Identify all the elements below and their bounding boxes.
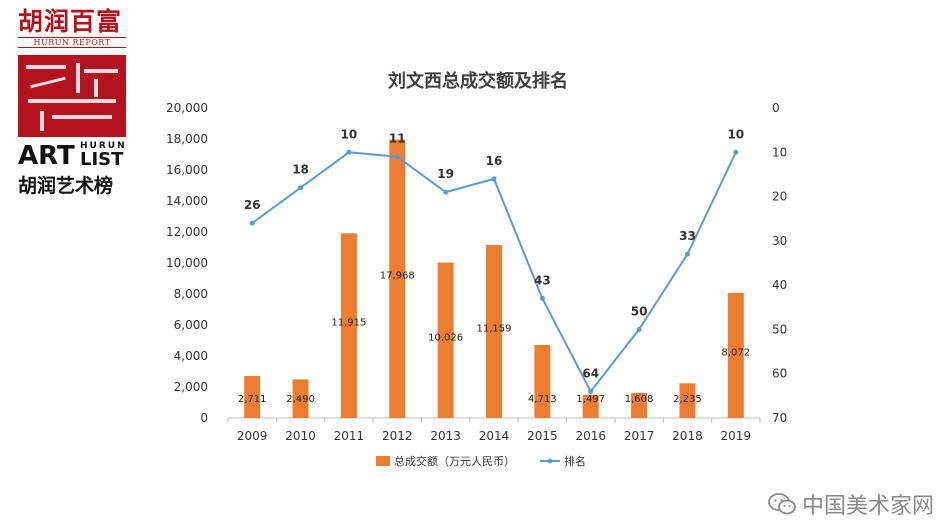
wechat-icon: [768, 493, 796, 515]
bar: [486, 245, 502, 418]
y-left-tick-label: 10,000: [166, 256, 208, 270]
watermark-text: 中国美术家网: [801, 494, 934, 519]
x-tick-label: 2016: [575, 429, 606, 443]
rank-point: [684, 251, 690, 257]
chart-legend: 总成交额（万元人民币） 排名: [376, 454, 586, 468]
x-tick-label: 2009: [237, 429, 268, 443]
rank-value-label: 18: [292, 163, 309, 177]
bar-value-label: 2,235: [673, 394, 702, 405]
y-left-tick-label: 8,000: [174, 287, 208, 301]
bar-value-label: 1,608: [625, 394, 654, 405]
y-right-tick-label: 70: [772, 411, 787, 425]
logo-hurun-text: HURUN: [80, 141, 127, 151]
bar-value-label: 11,915: [331, 318, 366, 329]
rank-point: [733, 149, 739, 155]
legend-line-marker: [547, 458, 553, 464]
y-left-tick-label: 4,000: [174, 349, 208, 363]
logo-artlist: ART HURUN LIST: [18, 141, 136, 171]
legend-line-label: 排名: [564, 454, 586, 468]
bar-value-label: 11,159: [477, 324, 512, 335]
y-left-tick-label: 2,000: [174, 380, 208, 394]
bar: [679, 383, 696, 418]
rank-value-label: 10: [727, 127, 744, 141]
rank-point: [588, 388, 594, 394]
bar: [244, 375, 261, 418]
logo-art-text: ART: [18, 141, 75, 171]
chart-title: 刘文西总成交额及排名: [388, 70, 568, 92]
y-right-tick-label: 10: [772, 145, 787, 159]
x-tick-label: 2014: [479, 429, 510, 443]
bar-series: [244, 139, 744, 418]
rank-value-label: 50: [631, 304, 648, 318]
rank-point: [394, 154, 400, 160]
rank-value-label: 26: [244, 198, 261, 212]
rank-point: [249, 220, 255, 226]
y-left-tick-label: 14,000: [166, 194, 208, 208]
y-right-tick-label: 50: [772, 322, 787, 336]
rank-point: [539, 295, 545, 301]
watermark: 中国美术家网: [768, 488, 934, 520]
bar: [340, 233, 357, 418]
bar-value-label: 2,711: [238, 394, 267, 405]
hurun-logo: 胡润百富 HURUN REPORT ART HURUN LIST 胡润艺术榜: [18, 8, 136, 204]
logo-emblem: [18, 55, 126, 137]
rank-point: [443, 189, 449, 195]
bar: [631, 393, 648, 418]
logo-brand-cn: 胡润百富: [18, 7, 123, 36]
rank-value-label: 10: [341, 127, 358, 141]
legend-bar-label: 总成交额（万元人民币）: [394, 454, 515, 468]
rank-point: [346, 149, 352, 155]
x-tick-label: 2018: [672, 429, 703, 443]
bar: [437, 262, 454, 418]
bar-value-label: 4,713: [528, 394, 557, 405]
x-tick-label: 2017: [624, 429, 655, 443]
y-left-tick-label: 20,000: [166, 101, 208, 115]
y-left-tick-label: 16,000: [166, 163, 208, 177]
rank-value-label: 11: [389, 132, 406, 146]
rank-value-label: 19: [437, 167, 454, 181]
bar-value-label: 10,026: [428, 332, 463, 343]
bar: [582, 394, 599, 418]
bar: [534, 344, 551, 418]
bar-value-label: 1,497: [576, 394, 605, 405]
rank-value-label: 16: [486, 154, 503, 168]
y-right-tick-label: 60: [772, 367, 787, 381]
bar-value-label: 2,490: [286, 394, 315, 405]
y-left-tick-label: 12,000: [166, 225, 208, 239]
rank-point: [491, 176, 497, 182]
legend-bar-swatch: [376, 456, 390, 466]
y-left-tick-label: 18,000: [166, 132, 208, 146]
x-tick-label: 2019: [721, 429, 752, 443]
y-right-tick-label: 40: [772, 278, 787, 292]
x-tick-label: 2011: [334, 429, 365, 443]
bar: [727, 292, 744, 418]
y-left-tick-label: 0: [200, 411, 208, 425]
bar: [292, 379, 309, 418]
x-tick-label: 2015: [527, 429, 558, 443]
x-tick-label: 2013: [430, 429, 461, 443]
bar: [389, 139, 406, 418]
rank-line-series: 26 18 10 11 19 16 43 64 50 33 10: [244, 127, 744, 394]
y-right-tick-label: 20: [772, 190, 787, 204]
logo-list-cn: 胡润艺术榜: [18, 175, 114, 197]
x-tick-label: 2010: [285, 429, 316, 443]
logo-brand-en: HURUN REPORT: [18, 37, 126, 48]
bar-data-labels: 2,711 2,490 11,915 17,968 10,026 11,159 4,713 1…: [238, 271, 750, 405]
rank-value-label: 33: [679, 229, 696, 243]
rank-value-label: 43: [534, 273, 551, 287]
y-left-tick-label: 6,000: [174, 318, 208, 332]
rank-point: [636, 326, 642, 332]
bar-value-label: 17,968: [380, 271, 415, 282]
x-tick-label: 2012: [382, 429, 413, 443]
rank-point: [298, 185, 304, 191]
bar-value-label: 8,072: [721, 347, 750, 358]
y-right-tick-label: 30: [772, 234, 787, 248]
rank-value-label: 64: [582, 366, 599, 380]
logo-list-text: LIST: [80, 149, 124, 170]
y-right-tick-label: 0: [772, 101, 780, 115]
